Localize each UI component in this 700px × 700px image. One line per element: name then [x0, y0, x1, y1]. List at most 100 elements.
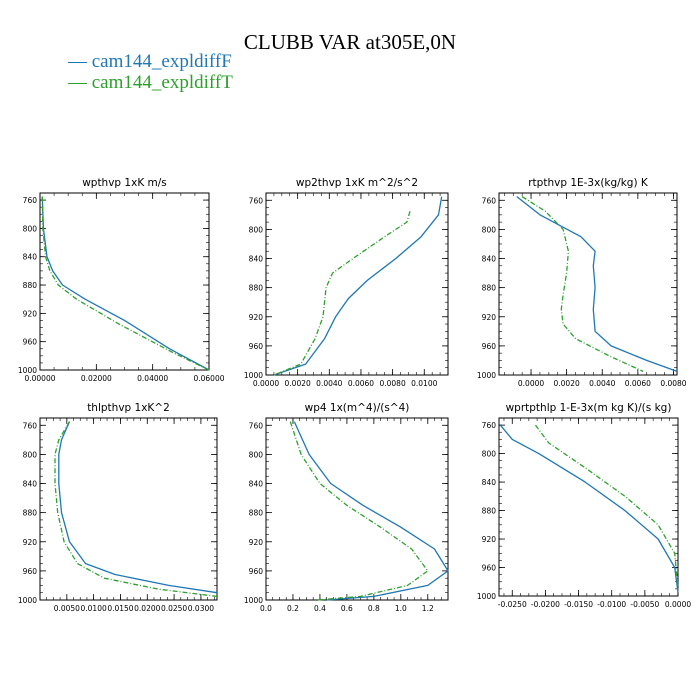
series-line-0 — [499, 424, 679, 593]
x-tick-label: 0.0100 — [411, 379, 437, 388]
y-tick-label: 960 — [482, 564, 497, 573]
panel-title: wpthvp 1xK m/s — [82, 177, 167, 189]
x-tick-label: 0.8 — [368, 604, 380, 613]
x-tick-label: 0.0300 — [188, 604, 214, 613]
panel-title: rtpthvp 1E-3x(kg/kg) K — [528, 177, 649, 189]
x-tick-label: 0.0040 — [316, 379, 342, 388]
series-line-0 — [41, 196, 210, 371]
legend-entry: — cam144_expldiffT — [68, 72, 233, 93]
y-tick-label: 960 — [482, 342, 497, 351]
x-tick-label: 1.0 — [395, 604, 407, 613]
x-tick-label: 0.0150 — [107, 604, 133, 613]
x-tick-label: 0.0020 — [285, 379, 311, 388]
y-tick-label: 880 — [23, 281, 38, 290]
y-tick-label: 800 — [482, 225, 497, 234]
x-tick-label: -0.0200 — [531, 600, 560, 609]
panel-2: rtpthvp 1E-3x(kg/kg) K 0.0000 0.0020 0.0040… — [477, 177, 687, 388]
x-tick-label: 0.0000 — [665, 600, 691, 609]
y-tick-label: 920 — [23, 538, 38, 547]
y-tick-label: 880 — [249, 509, 264, 518]
panel-title: wp2thvp 1xK m^2/s^2 — [296, 177, 418, 189]
y-tick-label: 880 — [23, 509, 38, 518]
y-tick-label: 800 — [249, 450, 264, 459]
panel-title: wp4 1x(m^4)/(s^4) — [305, 402, 410, 414]
y-tick-label: 1000 — [477, 592, 496, 601]
x-tick-label: 0.0100 — [81, 604, 107, 613]
y-tick-label: 840 — [482, 478, 497, 487]
y-tick-label: 800 — [249, 225, 264, 234]
series-line-0 — [273, 196, 443, 376]
x-tick-label: 0.0020 — [554, 379, 580, 388]
y-tick-label: 840 — [23, 253, 38, 262]
y-tick-label: 840 — [249, 480, 264, 489]
x-tick-label: 0.2 — [287, 604, 299, 613]
x-tick-label: 0.6 — [341, 604, 353, 613]
y-tick-label: 1000 — [18, 596, 37, 605]
x-tick-label: 0.0080 — [379, 379, 405, 388]
panel-1: wp2thvp 1xK m^2/s^2 0.0000 0.0020 0.0040 0.0… — [244, 177, 449, 388]
x-tick-label: -0.0050 — [630, 600, 659, 609]
y-tick-label: 920 — [249, 538, 264, 547]
y-tick-label: 840 — [482, 255, 497, 264]
panel-5: wprtpthlp 1-E-3x(m kg K)/(s kg) -0.0250 -0… — [477, 402, 691, 609]
x-tick-label: -0.0250 — [498, 600, 527, 609]
y-tick-label: 800 — [23, 224, 38, 233]
y-tick-label: 920 — [482, 313, 497, 322]
panel-0: wpthvp 1xK m/s 0.00000 0.02000 0.04000 0.060… — [18, 177, 225, 383]
y-tick-label: 880 — [249, 284, 264, 293]
x-tick-label: 0.0000 — [518, 379, 544, 388]
y-tick-label: 1000 — [18, 366, 37, 375]
y-tick-label: 760 — [482, 421, 497, 430]
series-line-0 — [516, 196, 678, 373]
plot-frame — [39, 192, 210, 371]
x-tick-label: 1.2 — [422, 604, 434, 613]
x-tick-label: 0.0050 — [54, 604, 80, 613]
y-tick-label: 960 — [23, 567, 38, 576]
panel-title: wprtpthlp 1-E-3x(m kg K)/(s kg) — [506, 402, 672, 414]
y-tick-label: 920 — [482, 535, 497, 544]
x-tick-label: 0.0000 — [253, 379, 279, 388]
y-tick-label: 800 — [23, 450, 38, 459]
series-line-1 — [289, 421, 429, 601]
y-tick-label: 760 — [23, 196, 38, 205]
y-tick-label: 760 — [249, 421, 264, 430]
y-tick-label: 840 — [249, 255, 264, 264]
x-tick-label: 0.0 — [260, 604, 272, 613]
y-tick-label: 800 — [482, 450, 497, 459]
y-tick-label: 920 — [249, 313, 264, 322]
series-line-0 — [293, 421, 449, 601]
x-tick-label: 0.0200 — [134, 604, 160, 613]
x-tick-label: 0.00000 — [24, 374, 55, 383]
x-tick-label: 0.4 — [314, 604, 326, 613]
y-tick-label: 960 — [249, 567, 264, 576]
y-tick-label: 960 — [23, 338, 38, 347]
y-tick-label: 760 — [23, 421, 38, 430]
x-tick-label: 0.0250 — [161, 604, 187, 613]
panel-3: thlpthvp 1xK^20.0050 0.0100 0.0150 0.0200 0.… — [18, 402, 218, 613]
y-tick-label: 760 — [249, 196, 264, 205]
x-tick-label: 0.0060 — [348, 379, 374, 388]
x-tick-label: 0.0040 — [589, 379, 615, 388]
y-tick-label: 1000 — [477, 371, 496, 380]
plot-frame — [39, 417, 218, 601]
page-title: CLUBB VAR at305E,0N — [243, 30, 457, 54]
y-tick-label: 760 — [482, 196, 497, 205]
x-tick-label: 0.0080 — [660, 379, 686, 388]
panel-title: thlpthvp 1xK^2 — [87, 402, 170, 414]
legend-entry: — cam144_expldiffF — [68, 51, 232, 72]
series-line-1 — [41, 196, 210, 371]
x-tick-label: 0.02000 — [81, 374, 112, 383]
series-line-0 — [58, 421, 218, 594]
y-tick-label: 840 — [23, 480, 38, 489]
y-tick-label: 960 — [249, 342, 264, 351]
y-tick-label: 920 — [23, 309, 38, 318]
y-tick-label: 880 — [482, 284, 497, 293]
panel-4: wp4 1x(m^4)/(s^4) 0.0 0.2 0.4 0.6 0.8 1.0 1.2 76… — [244, 402, 449, 613]
x-tick-label: 0.04000 — [137, 374, 168, 383]
x-tick-label: 0.06000 — [193, 374, 224, 383]
y-tick-label: 1000 — [244, 371, 263, 380]
series-line-1 — [54, 421, 218, 598]
plot-frame — [498, 417, 679, 597]
x-tick-label: -0.0150 — [564, 600, 593, 609]
